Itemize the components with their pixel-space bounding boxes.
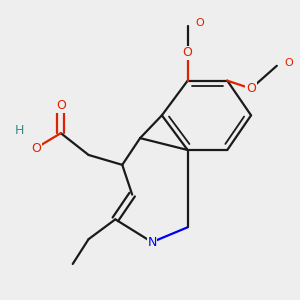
Text: O: O [195, 18, 204, 28]
Text: O: O [183, 46, 193, 59]
Text: N: N [147, 236, 157, 249]
Text: H: H [14, 124, 24, 137]
Text: O: O [56, 99, 66, 112]
Text: O: O [31, 142, 41, 154]
Text: O: O [246, 82, 256, 95]
Text: O: O [284, 58, 293, 68]
